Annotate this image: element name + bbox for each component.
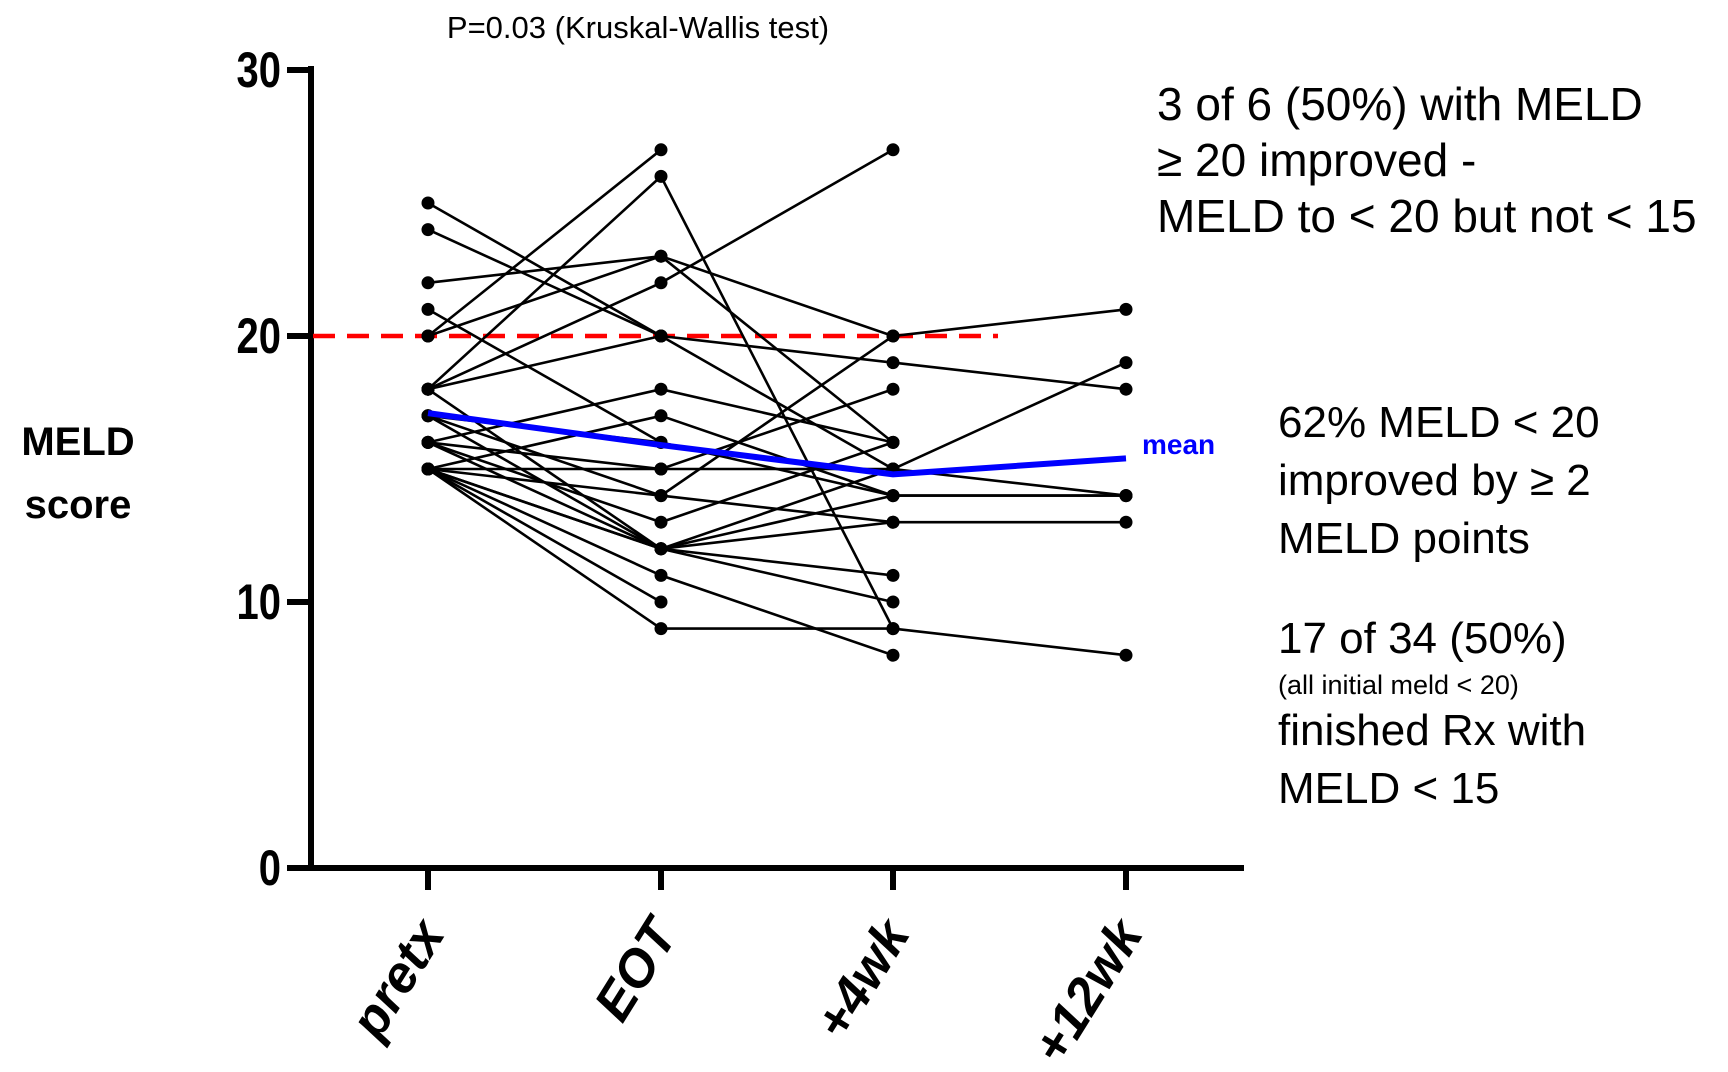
data-point <box>886 595 900 609</box>
annotation-line: MELD < 15 <box>1278 764 1500 813</box>
data-point <box>1119 302 1133 316</box>
data-point <box>886 489 900 503</box>
data-point <box>886 143 900 157</box>
series-line <box>427 467 1127 657</box>
data-point <box>1119 356 1133 370</box>
data-point <box>886 622 900 636</box>
annotation-meld-high: 3 of 6 (50%) with MELD ≥ 20 improved - M… <box>1157 76 1697 244</box>
series-line <box>427 308 662 444</box>
series-line <box>427 148 894 391</box>
x-tick-label: +4wk <box>804 907 923 1049</box>
data-point <box>421 435 435 449</box>
series-line <box>427 148 662 338</box>
annotation-line: 17 of 34 (50%) <box>1278 614 1567 663</box>
series-line <box>427 467 894 604</box>
annotation-line: improved by ≥ 2 <box>1278 456 1591 505</box>
y-axis-label-line1: MELD <box>21 420 134 464</box>
data-point <box>654 462 668 476</box>
series-line <box>427 441 1126 551</box>
data-point <box>421 462 435 476</box>
annotation-line: finished Rx with <box>1278 706 1587 755</box>
mean-label: mean <box>1142 429 1215 460</box>
annotation-line: 62% MELD < 20 <box>1278 398 1600 447</box>
y-tick-label: 10 <box>237 574 281 630</box>
data-point <box>1119 515 1133 529</box>
data-point <box>421 223 435 237</box>
data-point <box>654 382 668 396</box>
data-point <box>421 276 435 290</box>
data-point <box>886 356 900 370</box>
data-point <box>1119 489 1133 503</box>
series-line <box>427 441 1127 497</box>
data-point <box>886 648 900 662</box>
data-point <box>654 143 668 157</box>
data-point <box>654 169 668 183</box>
annotation-line: ≥ 20 improved - <box>1157 134 1477 186</box>
data-point <box>654 276 668 290</box>
data-point <box>421 329 435 343</box>
data-point <box>654 249 668 263</box>
x-tick-label: +12wk <box>1021 907 1155 1067</box>
data-point <box>1119 382 1133 396</box>
data-point <box>421 302 435 316</box>
y-tick-label: 0 <box>259 840 281 896</box>
annotation-improved: 62% MELD < 20 improved by ≥ 2 MELD point… <box>1278 394 1600 568</box>
x-tick-label: pretx <box>339 908 458 1050</box>
chart-title: P=0.03 (Kruskal-Wallis test) <box>447 10 829 45</box>
annotation-line: MELD points <box>1278 514 1530 563</box>
data-point <box>886 515 900 529</box>
data-point <box>886 329 900 343</box>
annotation-finished: 17 of 34 (50%) (all initial meld < 20) f… <box>1278 610 1586 818</box>
y-tick-label: 30 <box>237 42 281 98</box>
plot-area: 0 10 20 30 pretx EOT +4wk +12wk mean <box>237 42 1244 1072</box>
annotation-line: 3 of 6 (50%) with MELD <box>1157 78 1643 130</box>
y-axis-label-line2: score <box>25 483 132 527</box>
data-point <box>654 542 668 556</box>
data-point <box>886 568 900 582</box>
data-point <box>654 409 668 423</box>
data-point <box>421 196 435 210</box>
data-point <box>654 489 668 503</box>
data-point <box>654 622 668 636</box>
data-point <box>886 435 900 449</box>
data-point <box>421 382 435 396</box>
data-point <box>654 595 668 609</box>
x-tick-label: EOT <box>583 906 691 1031</box>
data-point <box>1119 648 1133 662</box>
data-point <box>654 329 668 343</box>
series-line <box>427 467 662 604</box>
data-point <box>654 515 668 529</box>
data-point <box>886 382 900 396</box>
y-tick-label: 20 <box>237 308 281 364</box>
annotation-subnote: (all initial meld < 20) <box>1278 670 1519 700</box>
mean-line <box>427 410 1127 478</box>
series-line <box>427 254 1127 338</box>
annotation-line: MELD to < 20 but not < 15 <box>1157 190 1697 242</box>
data-point <box>654 568 668 582</box>
